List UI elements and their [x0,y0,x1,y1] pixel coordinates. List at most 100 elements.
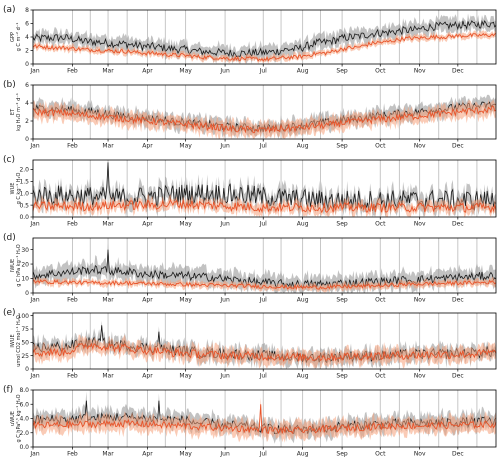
y-axis-label: WUE [10,183,16,195]
panel-1: 0 2 4 6 8 Jan Feb Mar Apr May Jun Jul Aug Sep Oct Nov De… [3,5,497,75]
axes-frame [32,312,497,370]
y-tick-label: 0 [25,366,29,373]
x-tick-label: Mar [102,143,114,150]
y-tick-label: 1.0 [19,190,29,197]
x-tick-label: Jun [219,373,230,380]
x-tick-label: Aug [297,297,309,304]
y-axis-label: g C m⁻² d⁻¹ [16,23,22,52]
x-tick-label: Sep [336,68,348,75]
series-line-orange [32,32,497,62]
x-tick-label: Feb [67,68,78,75]
axes-frame [32,84,497,140]
series-line-orange [32,105,497,134]
x-tick-label: Jan [29,297,39,304]
x-tick-label: Aug [297,373,309,380]
series-line-orange [32,199,497,214]
x-tick-label: Jul [259,68,268,75]
x-tick-label: Feb [67,451,78,458]
y-tick-label: 2 [25,48,29,55]
x-tick-label: Feb [67,143,78,150]
series-band-orange [33,276,496,293]
y-tick-label: 0 [25,136,29,143]
x-tick-label: Sep [336,451,348,458]
x-tick-label: Feb [67,297,78,304]
axes-frame [32,159,497,218]
y-tick-label: 0 [25,61,29,68]
x-tick-label: Jul [259,373,268,380]
y-axis-label: uWUE [10,411,16,426]
panel-label: (e) [3,308,16,318]
y-tick-label: 50 [21,340,29,347]
x-tick-label: Jan [29,68,39,75]
y-tick-label: 25 [21,353,29,360]
y-tick-label: 0 [25,290,29,297]
x-tick-label: May [179,297,192,304]
series-band-black [33,160,496,217]
x-tick-label: Jul [259,297,268,304]
x-tick-label: May [179,68,192,75]
panel-2: 0 2 4 6 Jan Feb Mar Apr May Jun Jul Aug Sep Oct Nov Dec… [3,80,497,150]
x-tick-label: Apr [142,297,153,304]
series-line-orange [32,404,497,435]
series-band-orange [33,334,496,369]
x-tick-label: Jul [259,143,268,150]
x-tick-label: Jun [219,221,230,228]
x-tick-label: Aug [297,451,309,458]
panel-label: (b) [3,80,16,90]
x-tick-label: Jan [29,221,39,228]
x-tick-label: Jun [219,143,230,150]
x-tick-label: Apr [142,221,153,228]
y-tick-label: 10 [21,276,29,283]
y-tick-label: 0.0 [19,214,29,221]
series-line-black [32,19,497,59]
x-tick-label: May [179,221,192,228]
y-axis-label: umol CO2 mol⁻¹ H₂O [16,315,22,367]
x-tick-label: Dec [452,143,464,150]
x-tick-label: Apr [142,143,153,150]
x-tick-label: Nov [414,373,426,380]
y-tick-label: 2 [25,118,29,125]
x-tick-label: Dec [452,221,464,228]
x-tick-label: Oct [375,297,386,304]
y-tick-label: 6 [25,82,29,89]
x-tick-label: Oct [375,451,386,458]
panel-label: (a) [3,5,16,15]
x-tick-label: May [179,143,192,150]
x-tick-label: Feb [67,221,78,228]
x-tick-label: Nov [414,221,426,228]
y-tick-label: 20 [21,261,29,268]
x-tick-label: Sep [336,297,348,304]
x-tick-label: Nov [414,143,426,150]
x-tick-label: Dec [452,68,464,75]
x-tick-label: Mar [102,68,114,75]
panel-label: (f) [3,385,13,395]
y-tick-label: 2.0 [19,430,29,437]
x-tick-label: Apr [142,451,153,458]
x-tick-label: Dec [452,451,464,458]
x-tick-label: Jan [29,143,39,150]
x-tick-label: Mar [102,297,114,304]
series-line-orange [32,342,497,362]
x-tick-label: Sep [336,221,348,228]
y-axis-label: kg H₂O m⁻² d⁻¹ [16,93,22,131]
panel-6: 0.0 2.0 4.0 6.0 8.0 Jan Feb Mar Apr May Jun Jul Aug S… [3,385,497,458]
x-tick-label: Feb [67,373,78,380]
x-tick-label: Sep [336,373,348,380]
x-tick-label: May [179,373,192,380]
x-tick-label: Jan [29,373,39,380]
y-axis-label: g C kg⁻¹ H₂O [16,173,22,205]
x-tick-label: Nov [414,297,426,304]
y-axis-label: IWUE [10,259,16,272]
y-tick-label: 8 [25,7,29,14]
x-tick-label: Jun [219,451,230,458]
x-tick-label: Nov [414,451,426,458]
x-tick-label: Sep [336,143,348,150]
series-band-orange [33,30,496,65]
y-axis-label: g C hPa⁰·⁵ kg⁻¹ H₂O [16,394,22,442]
x-tick-label: Oct [375,221,386,228]
y-tick-label: 4.0 [19,416,29,423]
y-axis-label: ET [10,108,16,115]
x-tick-label: Jul [259,451,268,458]
